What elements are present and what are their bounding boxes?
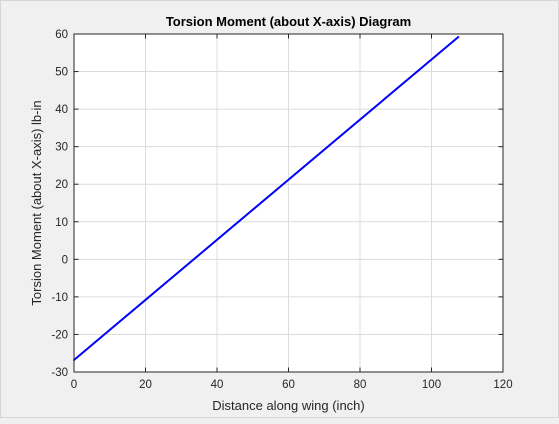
chart-title: Torsion Moment (about X-axis) Diagram — [166, 14, 411, 29]
x-tick-label: 60 — [282, 379, 295, 391]
x-tick-label: 40 — [211, 379, 224, 391]
y-tick-label: 0 — [62, 254, 68, 266]
x-tick-label: 120 — [493, 379, 512, 391]
x-tick-label: 100 — [422, 379, 441, 391]
y-tick-label: 30 — [55, 142, 68, 154]
y-tick-label: -10 — [51, 292, 68, 304]
y-tick-label: 50 — [55, 67, 68, 79]
y-tick-label: -30 — [51, 367, 68, 379]
y-axis-label: Torsion Moment (about X-axis) lb-in — [29, 100, 44, 305]
x-tick-label: 20 — [139, 379, 152, 391]
y-tick-label: -20 — [51, 329, 68, 341]
x-axis-label: Distance along wing (inch) — [212, 398, 364, 413]
series-line — [73, 36, 460, 361]
y-tick-label: 10 — [55, 217, 68, 229]
x-tick-label: 80 — [354, 379, 367, 391]
ticks: 0 20 40 60 80 100 120 -30 -20 -10 0 10 20 30 40 50 60 — [51, 29, 512, 391]
y-tick-label: 20 — [55, 179, 68, 191]
y-tick-label: 40 — [55, 104, 68, 116]
x-tick-label: 0 — [71, 379, 77, 391]
series-layer — [73, 36, 460, 361]
y-tick-label: 60 — [55, 29, 68, 41]
